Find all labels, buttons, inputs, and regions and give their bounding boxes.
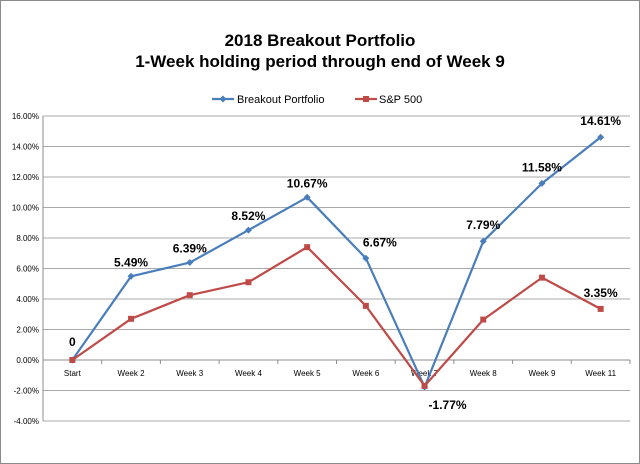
data-point-breakout-portfolio: [362, 254, 370, 262]
data-point-sp500: [538, 274, 545, 281]
legend-label: Breakout Portfolio: [237, 94, 324, 106]
data-label: 11.58%: [522, 160, 562, 174]
data-label: 14.61%: [580, 114, 621, 128]
series-line-sp500: [71, 246, 602, 387]
data-point-breakout-portfolio: [538, 179, 546, 187]
y-tick-label: 16.00%: [12, 112, 39, 121]
legend: Breakout Portfolio S&P 500: [212, 94, 422, 106]
data-point-breakout-portfolio: [244, 226, 252, 234]
x-tick-label: Start: [64, 369, 82, 378]
series-line-breakout-portfolio: [71, 136, 602, 389]
data-label: 10.67%: [287, 176, 328, 190]
data-point-sp500: [304, 244, 311, 251]
data-point-sp500: [245, 279, 252, 286]
y-tick-label: -2.00%: [14, 387, 39, 396]
y-tick-label: 12.00%: [12, 173, 39, 182]
data-label: 5.49%: [114, 255, 148, 269]
data-point-sp500: [362, 302, 369, 309]
data-point-sp500: [597, 305, 604, 312]
x-tick-label: Week 3: [176, 369, 204, 378]
x-tick-label: Week 9: [528, 369, 556, 378]
axes: -4.00% -2.00% 0.00% 2.00% 4.00% 6.00% 8.00% 10.…: [12, 112, 631, 426]
x-tick-label: Week 2: [118, 369, 146, 378]
data-point-breakout-portfolio: [186, 259, 194, 267]
chart-title-line-2: 1-Week holding period through end of Wee…: [135, 52, 505, 71]
data-label: 0: [69, 335, 76, 349]
y-tick-label: 6.00%: [16, 265, 39, 274]
legend-marker: [219, 95, 227, 103]
data-label: 6.39%: [173, 242, 207, 256]
x-tick-label: Week 11: [585, 369, 616, 378]
data-point-breakout-portfolio: [479, 237, 487, 245]
data-label: 6.67%: [363, 235, 397, 249]
data-point-sp500: [69, 357, 76, 363]
x-tick-label: Week 4: [235, 369, 263, 378]
y-tick-label: 10.00%: [12, 204, 39, 213]
data-label: 3.35%: [584, 286, 618, 300]
data-label: 8.52%: [231, 209, 265, 223]
y-tick-label: 8.00%: [16, 234, 39, 243]
x-tick-label: Week 8: [470, 369, 498, 378]
data-labels: 0 5.49% 6.39% 8.52% 10.67% 6.67% -1.77% 7.79% 11…: [69, 114, 621, 412]
data-point-sp500: [128, 315, 135, 322]
legend-marker: [363, 96, 369, 102]
data-label: -1.77%: [429, 398, 467, 412]
y-tick-label: 2.00%: [16, 326, 39, 335]
data-point-breakout-portfolio: [127, 272, 135, 280]
x-tick-label: Week 5: [294, 369, 322, 378]
data-point-sp500: [480, 316, 487, 323]
data-point-sp500: [186, 292, 193, 299]
data-point-sp500: [421, 382, 428, 389]
series-layer: [68, 133, 605, 391]
y-tick-label: 14.00%: [12, 143, 39, 152]
x-tick-label: Week 6: [352, 369, 380, 378]
grid-lines: [43, 115, 630, 422]
y-tick-label: -4.00%: [14, 417, 39, 426]
data-label: 7.79%: [466, 218, 500, 232]
y-tick-label: 4.00%: [16, 295, 39, 304]
chart-title-line-1: 2018 Breakout Portfolio: [225, 31, 416, 50]
data-point-breakout-portfolio: [303, 193, 311, 201]
data-point-breakout-portfolio: [597, 133, 605, 141]
legend-label: S&P 500: [379, 94, 422, 106]
x-tick-label: Week 7: [411, 369, 439, 378]
y-tick-label: 0.00%: [16, 356, 39, 365]
